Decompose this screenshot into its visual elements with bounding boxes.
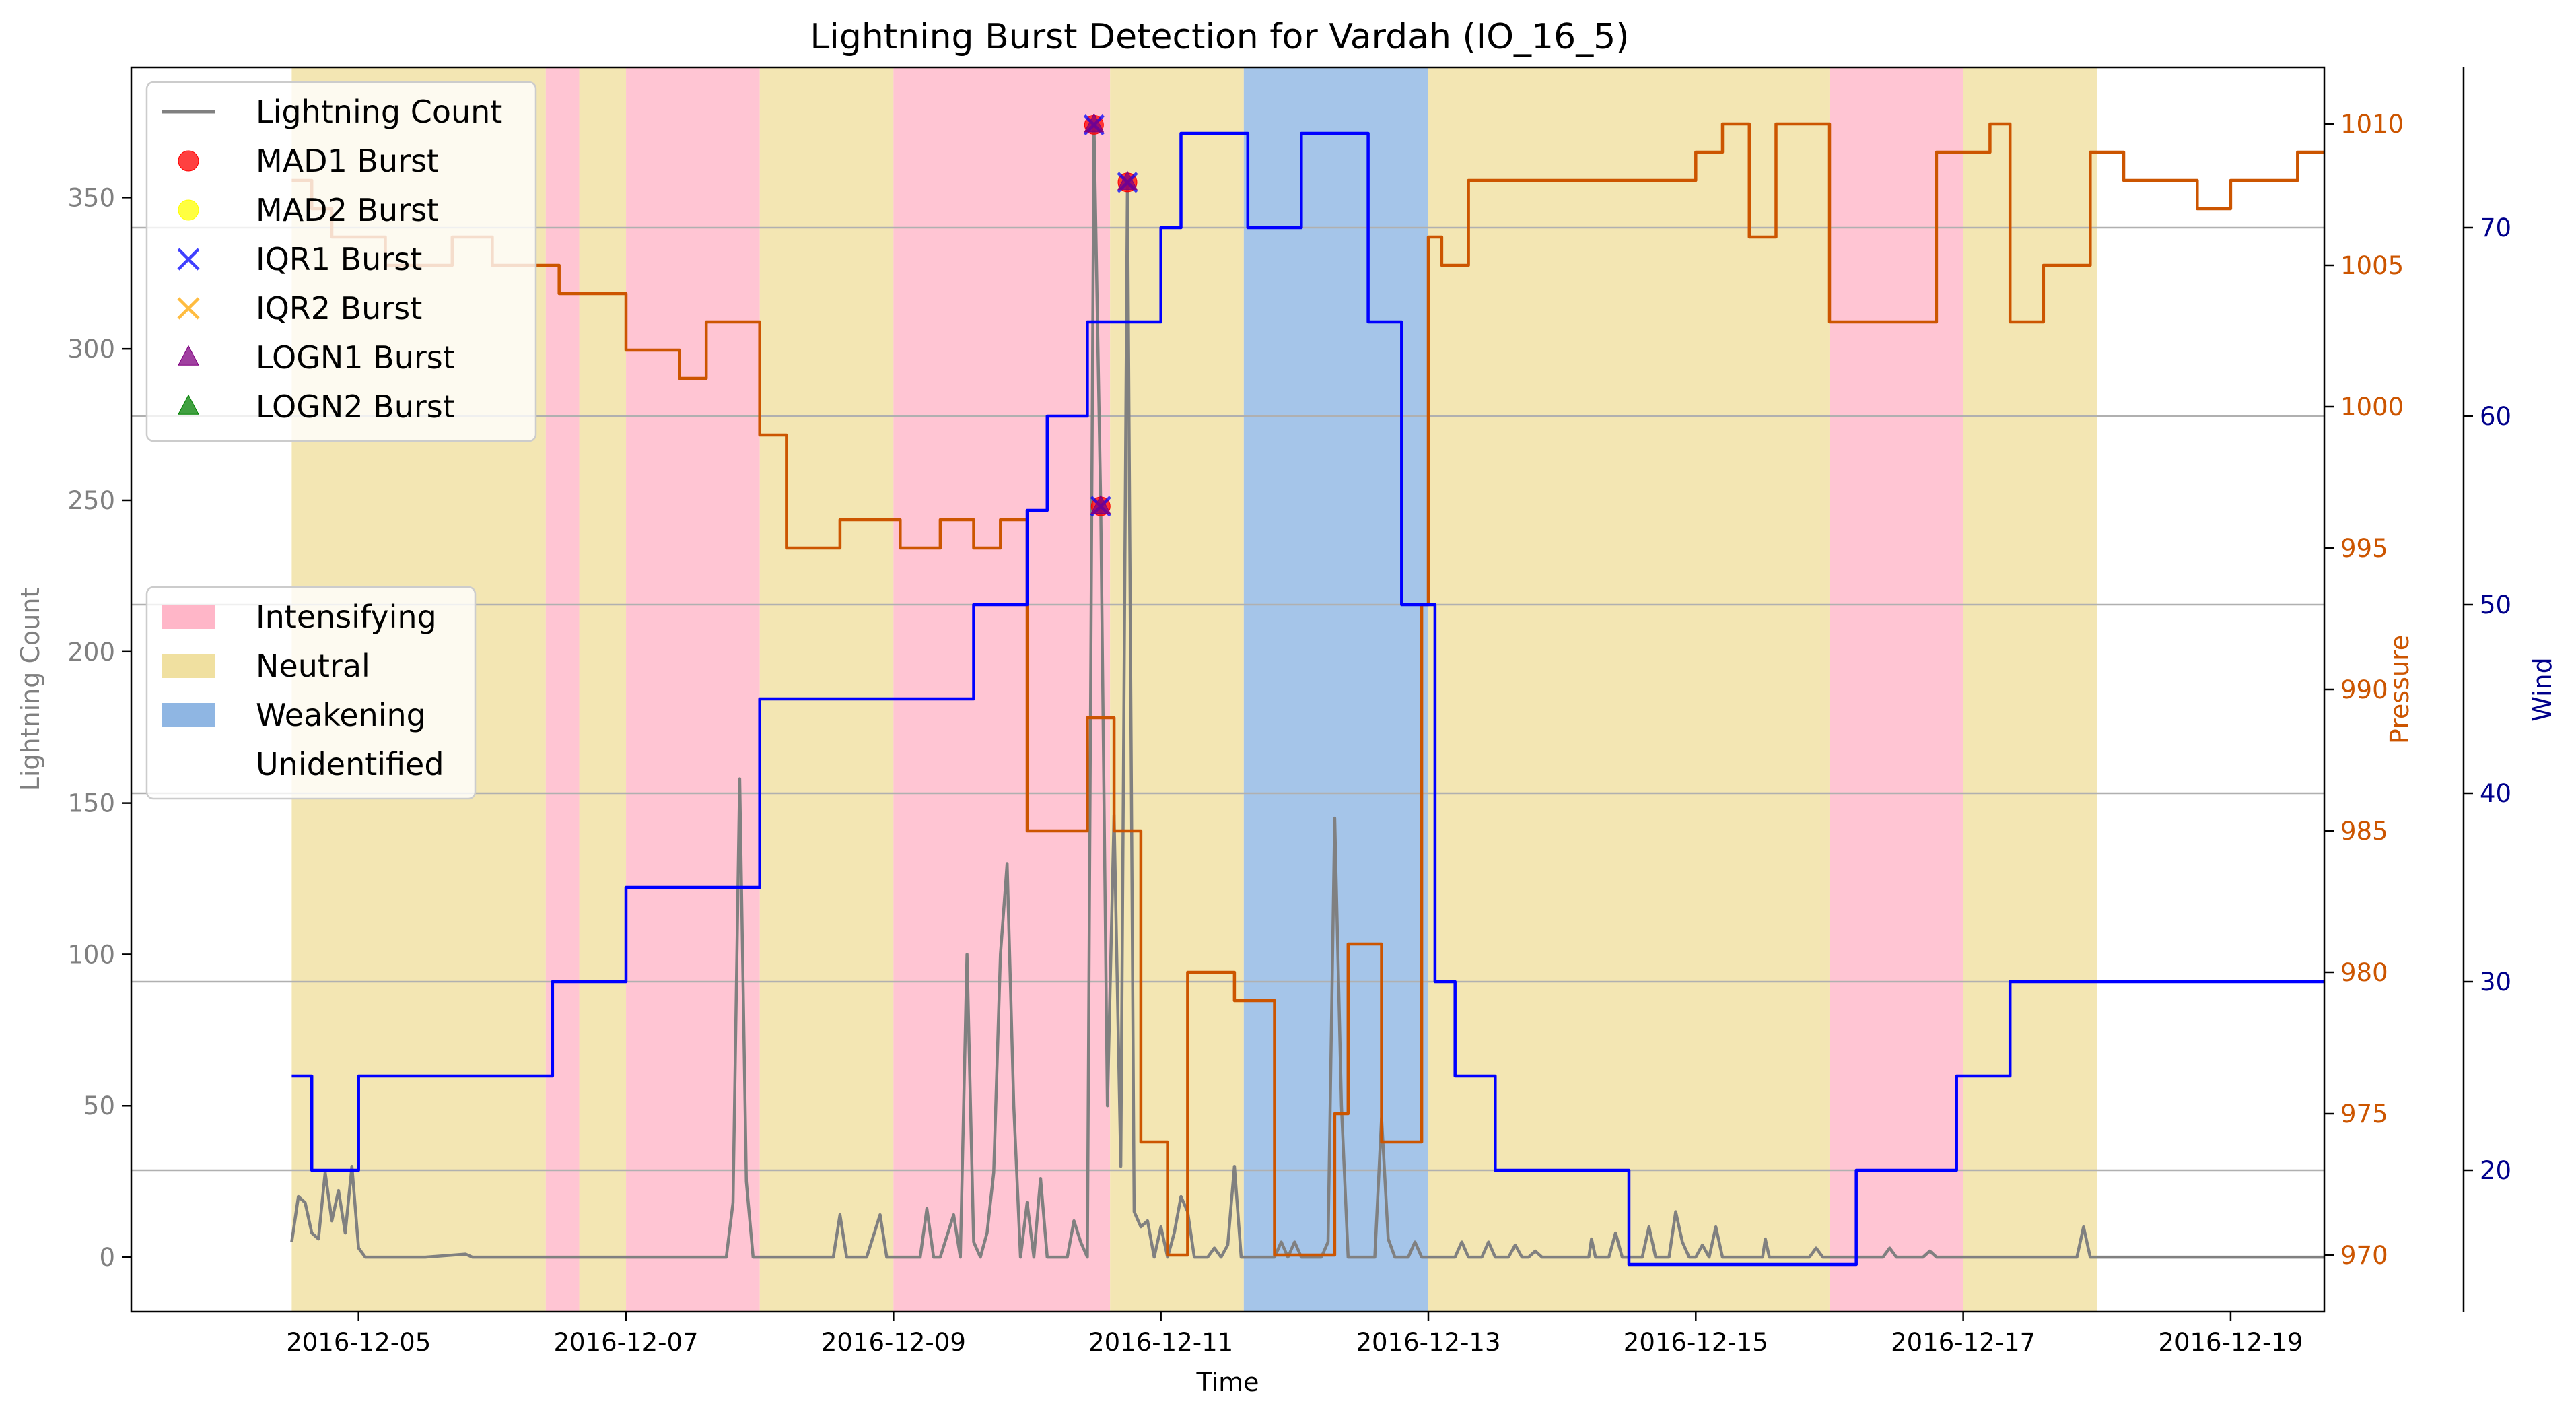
y-tick-label-wind: 60 — [2480, 402, 2511, 431]
y-tick-label-pressure: 985 — [2340, 817, 2388, 846]
phase-band-neutral — [1428, 67, 1830, 1312]
y-tick-label-lightning: 150 — [67, 789, 115, 818]
legend-label: MAD2 Burst — [256, 192, 439, 228]
burst-marker-logn1-burst — [1117, 170, 1138, 190]
y-tick-label-wind: 40 — [2480, 779, 2511, 808]
phase-band-neutral — [759, 67, 894, 1312]
legend-phase-label: Neutral — [256, 648, 370, 684]
phase-band-neutral — [579, 67, 627, 1312]
legend-series: Lightning Count MAD1 Burst MAD2 Burst IQR1 … — [145, 81, 537, 442]
legend-phase-label: Unidentified — [256, 746, 444, 782]
burst-markers — [1083, 113, 1138, 517]
y-tick-label-lightning: 250 — [67, 486, 115, 515]
legend-label: Lightning Count — [256, 94, 502, 130]
legend-phase-swatch — [162, 605, 215, 629]
y-axis-pressure: 970 975 980 985 990 995 1000 1005 1010 — [2324, 110, 2404, 1270]
legend-label: LOGN1 Burst — [256, 339, 455, 376]
series-line-pressure — [291, 122, 2324, 1257]
x-tick-label: 2016-12-07 — [554, 1328, 699, 1357]
burst-marker-logn1-burst — [1090, 494, 1111, 514]
y-axis-wind: 20 30 40 50 60 70 — [2462, 67, 2511, 1312]
y-tick-label-lightning: 300 — [67, 335, 115, 364]
y-tick-label-pressure: 1005 — [2340, 251, 2404, 280]
legend-label: IQR2 Burst — [256, 290, 422, 327]
legend-swatch-triangle — [178, 345, 199, 366]
x-tick-label: 2016-12-15 — [1624, 1328, 1768, 1357]
x-axis: 2016-12-05 2016-12-07 2016-12-09 2016-12-11… — [286, 1312, 2303, 1357]
legend-phase-swatch — [162, 752, 215, 776]
legend-swatch-x — [177, 248, 200, 271]
legend-swatch-triangle — [178, 394, 199, 415]
y-tick-label-pressure: 970 — [2340, 1241, 2388, 1270]
y-tick-label-pressure: 1000 — [2340, 393, 2404, 422]
y-tick-label-lightning: 0 — [99, 1243, 115, 1272]
y-tick-label-wind: 50 — [2480, 591, 2511, 619]
y-tick-label-pressure: 980 — [2340, 958, 2388, 987]
y-axis-wind-label: Wind — [2528, 657, 2557, 722]
y-tick-label-wind: 20 — [2480, 1156, 2511, 1185]
x-tick-label: 2016-12-19 — [2158, 1328, 2303, 1357]
legend-label: LOGN2 Burst — [256, 389, 455, 425]
legend-phase-label: Weakening — [256, 697, 426, 733]
y-axis-lightning-label: Lightning Count — [15, 588, 45, 792]
phase-band-intensifying — [545, 67, 580, 1312]
y-axis-lightning: 0 50 100 150 200 250 300 350 — [67, 183, 131, 1272]
legend-phases: Intensifying Neutral Weakening Unidentified — [145, 586, 477, 800]
y-tick-label-pressure: 995 — [2340, 534, 2388, 563]
series-line-wind — [291, 131, 2324, 1267]
y-tick-label-wind: 70 — [2480, 213, 2511, 242]
y-tick-label-pressure: 1010 — [2340, 110, 2404, 139]
y-axis-pressure-label: Pressure — [2385, 635, 2414, 744]
legend-series-box — [145, 81, 537, 442]
legend-swatch-circle — [178, 199, 199, 221]
y-tick-label-pressure: 990 — [2340, 675, 2388, 704]
series-line-lightning-count — [290, 123, 2324, 1259]
y-tick-label-lightning: 350 — [67, 183, 115, 212]
phase-shading — [291, 67, 2097, 1312]
chart-title: Lightning Burst Detection for Vardah (IO… — [810, 17, 1629, 57]
legend-phase-swatch — [162, 703, 215, 727]
x-tick-label: 2016-12-09 — [821, 1328, 966, 1357]
phase-band-intensifying — [1829, 67, 1963, 1312]
x-tick-label: 2016-12-11 — [1088, 1328, 1233, 1357]
y-tick-label-lightning: 100 — [67, 940, 115, 969]
legend-phase-label: Intensifying — [256, 599, 437, 635]
legend-label: IQR1 Burst — [256, 241, 422, 277]
legend-swatch-x — [177, 297, 200, 320]
burst-marker-logn1-burst — [1084, 113, 1105, 133]
y-tick-label-pressure: 975 — [2340, 1100, 2388, 1128]
phase-band-neutral — [1963, 67, 2097, 1312]
y-tick-label-wind: 30 — [2480, 968, 2511, 997]
x-tick-label: 2016-12-05 — [286, 1328, 431, 1357]
phase-band-intensifying — [626, 67, 760, 1312]
series-lines — [290, 122, 2324, 1267]
y-tick-label-lightning: 200 — [67, 638, 115, 667]
legend-phase-swatch — [162, 654, 215, 678]
phase-band-intensifying — [893, 67, 1111, 1312]
x-tick-label: 2016-12-13 — [1356, 1328, 1500, 1357]
y-tick-label-lightning: 50 — [83, 1091, 115, 1120]
x-tick-label: 2016-12-17 — [1891, 1328, 2035, 1357]
x-axis-label: Time — [1196, 1368, 1259, 1397]
legend-swatch-circle — [178, 150, 199, 172]
legend-label: MAD1 Burst — [256, 143, 439, 179]
legend-phases-box — [145, 586, 477, 800]
